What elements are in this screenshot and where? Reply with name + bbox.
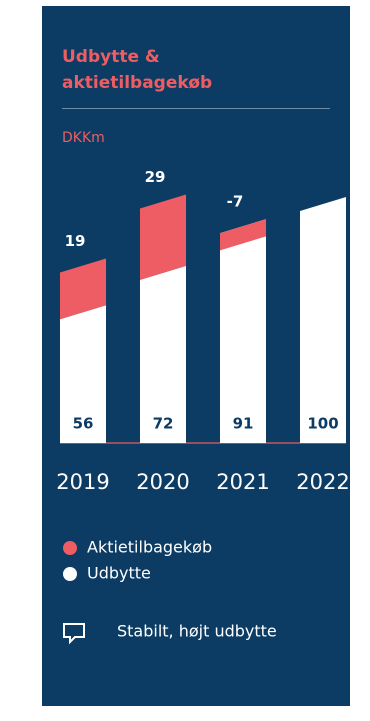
bar-segment [220,219,266,443]
value-label: 91 [233,415,254,433]
x-tick-label: 2022 [296,470,349,494]
x-tick-label: 2019 [56,470,109,494]
bar-segment [300,197,346,443]
bar-segment [220,219,266,251]
value-label: 72 [153,415,174,433]
value-label: 100 [307,415,338,433]
unit-label: DKKm [62,130,105,146]
legend-swatch [63,541,77,555]
legend-label: Udbytte [87,564,151,583]
bar-segment [140,265,186,443]
annotation: Stabilt, højt udbytte [117,622,277,641]
value-label: 19 [65,232,86,250]
value-label: 56 [73,415,94,433]
legend-label: Aktietilbagekøb [87,538,212,557]
chart-title: Udbytte & aktietilbagekøb [62,47,213,93]
x-tick-label: 2020 [136,470,189,494]
bar-segment [140,194,186,280]
separator [62,108,330,109]
value-label: -7 [227,193,244,211]
bar-segment [60,258,106,320]
legend-swatch [63,567,77,581]
x-tick-label: 2021 [216,470,269,494]
value-label: 29 [145,168,166,186]
comment-icon [63,623,85,645]
bar-segment [60,305,106,443]
